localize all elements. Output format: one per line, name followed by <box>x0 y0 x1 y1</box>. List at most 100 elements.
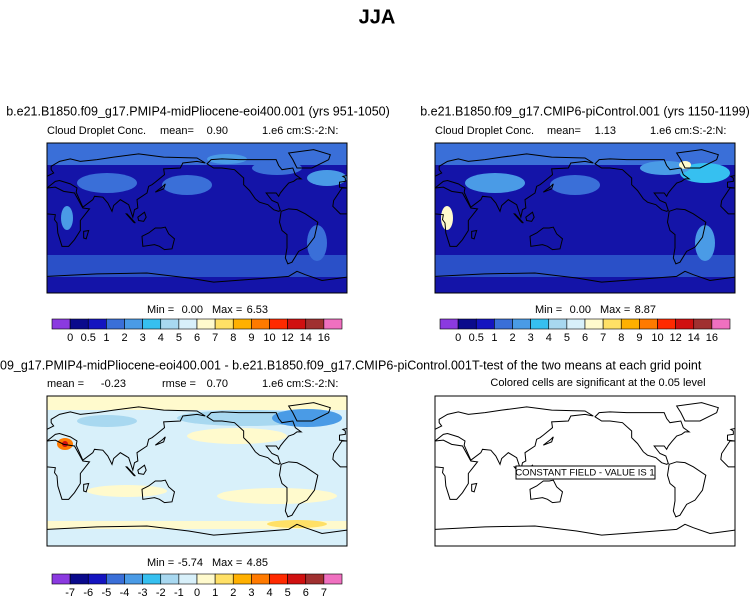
colorbar-box <box>323 573 343 585</box>
mean-label: mean= <box>160 125 194 137</box>
colorbar-box <box>693 318 713 330</box>
rmse-label: rmse = <box>162 378 196 390</box>
colorbar-label: -3 <box>138 587 148 598</box>
panel-title: b.e21.B1850.f09_g17.PMIP4-midPliocene-eo… <box>6 104 390 118</box>
colorbar-box <box>178 318 198 330</box>
colorbar-label: 0 <box>67 332 73 344</box>
colorbar-box <box>232 318 252 330</box>
colorbar-label: -7 <box>65 587 75 598</box>
colorbar-box <box>51 573 71 585</box>
colorbar-label: 2 <box>121 332 127 344</box>
colorbar-label: -4 <box>120 587 130 598</box>
variable: Cloud Droplet Conc. <box>47 125 146 137</box>
colorbar-label: 6 <box>194 332 200 344</box>
colorbar-label: -6 <box>83 587 93 598</box>
colorbar-box <box>287 318 307 330</box>
map <box>434 142 736 294</box>
colorbar-label: 16 <box>706 332 718 344</box>
colorbar-box <box>87 573 107 585</box>
colorbar-label: 1 <box>212 587 218 598</box>
colorbar-label: -5 <box>101 587 111 598</box>
colorbar-box <box>457 318 477 330</box>
colorbar-label: 12 <box>282 332 294 344</box>
min-label: Min = <box>147 557 174 569</box>
units: 1.e6 cm:S:-2:N: <box>262 378 338 390</box>
colorbar-box <box>251 318 270 330</box>
colorbar-box <box>196 573 216 585</box>
max-label: Max = <box>600 304 630 316</box>
colorbar-label: 1 <box>491 332 497 344</box>
mean: 0.90 <box>207 125 228 137</box>
min-label: Min = <box>147 304 174 316</box>
mean-label: mean = <box>47 378 84 390</box>
colorbar-label: 8 <box>618 332 624 344</box>
min: -5.74 <box>178 557 203 569</box>
colorbar-box <box>214 573 234 585</box>
colorbar-label: 0.5 <box>81 332 96 344</box>
annotation: CONSTANT FIELD - VALUE IS 1 <box>515 468 654 479</box>
colorbar-label: 14 <box>300 332 312 344</box>
mean: -0.23 <box>101 378 126 390</box>
map <box>46 142 348 294</box>
colorbar-label: 7 <box>600 332 606 344</box>
panel-title: b.e21.B1850.f09_g17.CMIP6-piControl.001 … <box>420 104 750 118</box>
max-label: Max = <box>212 304 242 316</box>
colorbar-box <box>87 318 107 330</box>
colorbar-box <box>160 318 180 330</box>
colorbar-box <box>439 318 459 330</box>
map <box>46 395 348 547</box>
units: 1.e6 cm:S:-2:N: <box>650 125 726 137</box>
colorbar-box <box>530 318 550 330</box>
colorbar-label: 16 <box>318 332 330 344</box>
panel-title: T-test of the two means at each grid poi… <box>472 358 702 372</box>
colorbar-label: 6 <box>582 332 588 344</box>
colorbar-box <box>160 573 180 585</box>
colorbar-box <box>711 318 731 330</box>
colorbar-label: 12 <box>670 332 682 344</box>
colorbar-box <box>124 318 143 330</box>
colorbar-label: -1 <box>174 587 184 598</box>
colorbar-label: 14 <box>688 332 700 344</box>
colorbar-box <box>657 318 676 330</box>
colorbar-box <box>214 318 234 330</box>
max: 4.85 <box>247 557 268 569</box>
colorbar-label: 10 <box>651 332 663 344</box>
colorbar-box <box>106 318 125 330</box>
colorbar-box <box>305 318 325 330</box>
colorbar-label: 9 <box>248 332 254 344</box>
colorbar-label: 0.5 <box>469 332 484 344</box>
colorbar-label: 7 <box>321 587 327 598</box>
colorbar-label: 9 <box>636 332 642 344</box>
panel-title: 09_g17.PMIP4-midPliocene-eoi400.001 - b.… <box>0 358 472 372</box>
colorbar-label: 4 <box>158 332 164 344</box>
colorbar-box <box>512 318 531 330</box>
colorbar-box <box>639 318 658 330</box>
colorbar-box <box>269 573 288 585</box>
colorbar-label: 1 <box>103 332 109 344</box>
colorbar-label: -2 <box>156 587 166 598</box>
colorbar-box <box>124 573 143 585</box>
colorbar-box <box>494 318 513 330</box>
min: 0.00 <box>570 304 591 316</box>
colorbar-label: 3 <box>140 332 146 344</box>
colorbar-box <box>269 318 288 330</box>
colorbar-label: 7 <box>212 332 218 344</box>
rmse: 0.70 <box>207 378 228 390</box>
colorbar-box <box>251 573 270 585</box>
colorbar-label: 2 <box>230 587 236 598</box>
mean: 1.13 <box>595 125 616 137</box>
colorbar-box <box>69 573 89 585</box>
max: 6.53 <box>247 304 268 316</box>
colorbar-label: 6 <box>303 587 309 598</box>
units: 1.e6 cm:S:-2:N: <box>262 125 338 137</box>
colorbar-box <box>475 318 495 330</box>
max: 8.87 <box>635 304 656 316</box>
variable: Cloud Droplet Conc. <box>435 125 534 137</box>
colorbar-label: 10 <box>263 332 275 344</box>
colorbar-box <box>323 318 343 330</box>
mean-label: mean= <box>547 125 581 137</box>
colorbar-box <box>106 573 125 585</box>
colorbar-box <box>305 573 325 585</box>
colorbar-box <box>178 573 198 585</box>
